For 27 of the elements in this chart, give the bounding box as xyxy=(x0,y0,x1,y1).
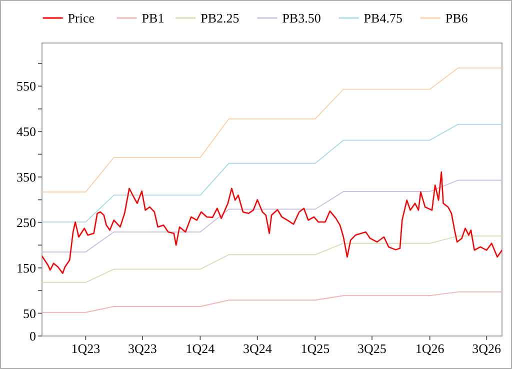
legend-label: PB6 xyxy=(445,10,468,26)
x-tick-label: 1Q23 xyxy=(71,341,100,356)
legend-label: PB2.25 xyxy=(200,10,240,26)
y-tick-label: 50 xyxy=(23,306,36,321)
x-tick-label: 1Q24 xyxy=(186,341,216,356)
line-series xyxy=(42,236,502,283)
y-tick-label: 150 xyxy=(16,260,36,276)
x-tick-label: 1Q25 xyxy=(300,341,330,356)
x-tick-label: 3Q25 xyxy=(358,341,386,356)
x-tick-label: 1Q26 xyxy=(415,341,445,356)
line-series xyxy=(42,291,502,313)
y-tick-label: 550 xyxy=(16,78,36,94)
x-tick-label: 3Q23 xyxy=(128,341,157,356)
legend-label: PB3.50 xyxy=(282,10,321,26)
line-series xyxy=(42,67,502,192)
y-tick-label: 0 xyxy=(30,328,36,344)
legend-label: PB1 xyxy=(142,10,164,26)
legend-label: Price xyxy=(68,10,95,26)
legend-label: PB4.75 xyxy=(364,10,402,26)
line-series xyxy=(42,171,502,274)
y-tick-label: 350 xyxy=(16,170,36,185)
y-tick-label: 450 xyxy=(16,124,36,140)
line-series xyxy=(42,124,502,222)
x-tick-label: 3Q26 xyxy=(472,341,502,356)
line-series xyxy=(42,180,502,252)
y-tick-label: 250 xyxy=(16,214,36,230)
x-tick-label: 3Q24 xyxy=(242,341,272,356)
